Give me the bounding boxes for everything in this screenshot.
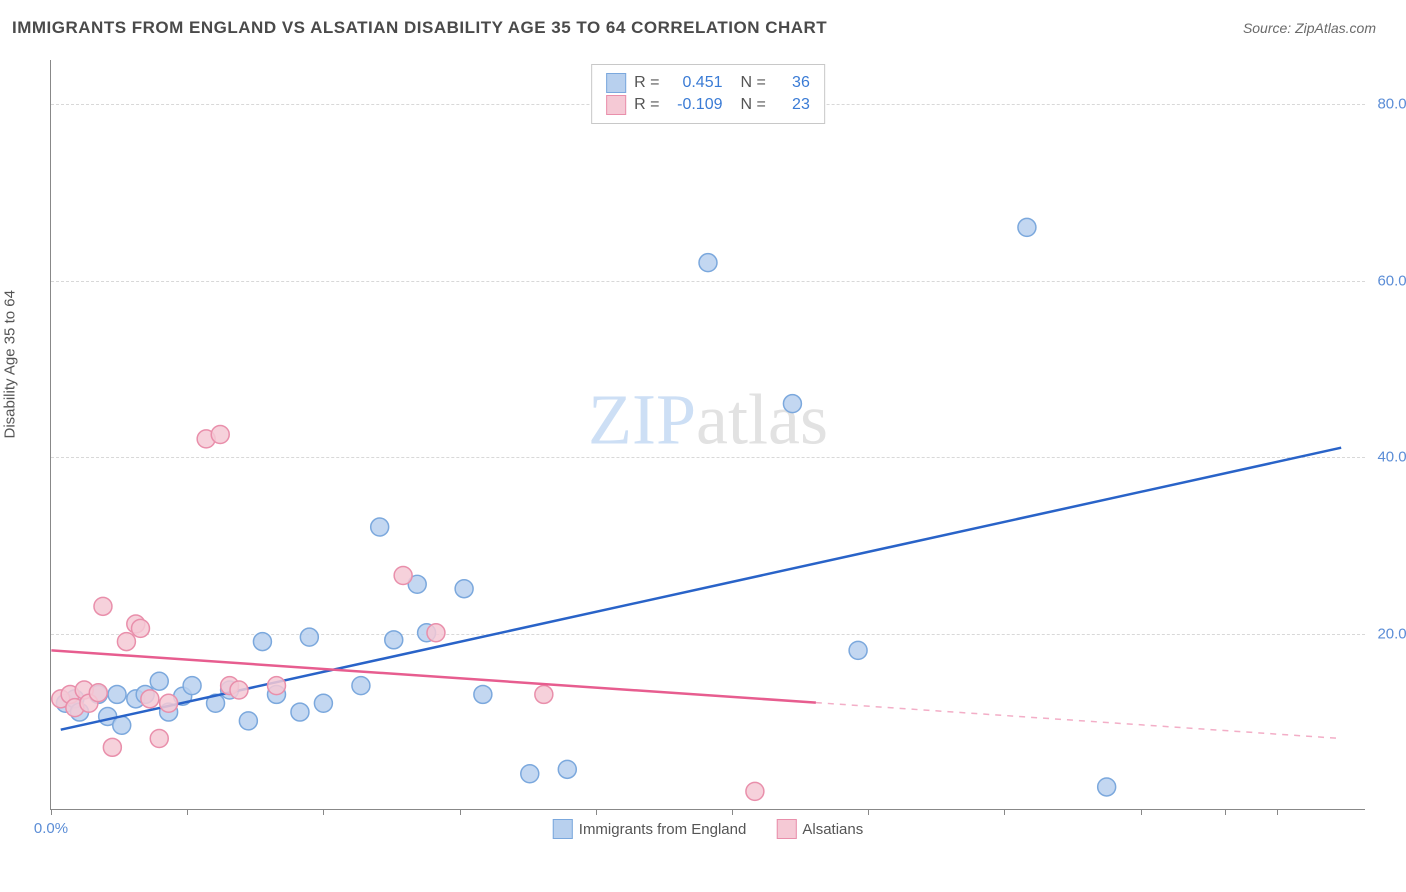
scatter-point — [150, 730, 168, 748]
trend-line — [61, 448, 1341, 730]
x-tick — [187, 809, 188, 815]
scatter-point — [221, 681, 239, 699]
y-tick-label: 80.0% — [1377, 96, 1406, 113]
scatter-point — [1018, 218, 1036, 236]
scatter-point — [94, 597, 112, 615]
scatter-point — [268, 685, 286, 703]
series-legend: Immigrants from England Alsatians — [553, 819, 863, 839]
scatter-point — [136, 685, 154, 703]
scatter-point — [160, 694, 178, 712]
plot-svg — [51, 60, 1365, 809]
scatter-point — [558, 760, 576, 778]
x-tick — [323, 809, 324, 815]
x-tick — [1004, 809, 1005, 815]
scatter-point — [253, 633, 271, 651]
legend-swatch-england — [606, 73, 626, 93]
trend-line-extrapolated — [816, 703, 1341, 739]
scatter-point — [113, 716, 131, 734]
x-tick-label: 0.0% — [34, 820, 68, 837]
scatter-point — [52, 690, 70, 708]
scatter-point — [66, 690, 84, 708]
scatter-point — [371, 518, 389, 536]
x-tick — [596, 809, 597, 815]
scatter-point — [75, 681, 93, 699]
gridline — [51, 281, 1365, 282]
scatter-point — [141, 690, 159, 708]
x-tick — [1225, 809, 1226, 815]
legend-label: Immigrants from England — [579, 821, 747, 838]
scatter-point — [132, 619, 150, 637]
scatter-point — [221, 677, 239, 695]
x-tick — [732, 809, 733, 815]
chart-title: IMMIGRANTS FROM ENGLAND VS ALSATIAN DISA… — [12, 18, 827, 38]
scatter-point — [746, 782, 764, 800]
scatter-point — [849, 641, 867, 659]
scatter-point — [408, 575, 426, 593]
scatter-point — [80, 694, 98, 712]
scatter-point — [352, 677, 370, 695]
source-attribution: Source: ZipAtlas.com — [1243, 20, 1376, 36]
scatter-point — [207, 694, 225, 712]
scatter-point — [56, 694, 74, 712]
scatter-point — [1098, 778, 1116, 796]
scatter-point — [99, 707, 117, 725]
scatter-point — [197, 430, 215, 448]
scatter-point — [300, 628, 318, 646]
scatter-point — [183, 677, 201, 695]
watermark: ZIPatlas — [588, 378, 828, 461]
legend-item-england: Immigrants from England — [553, 819, 747, 839]
scatter-point — [455, 580, 473, 598]
scatter-point — [291, 703, 309, 721]
scatter-point — [150, 672, 168, 690]
gridline — [51, 457, 1365, 458]
scatter-point — [239, 712, 257, 730]
x-tick — [460, 809, 461, 815]
legend-swatch-icon — [776, 819, 796, 839]
legend-swatch-alsatians — [606, 95, 626, 115]
scatter-point — [117, 633, 135, 651]
correlation-legend: R = 0.451 N = 36 R = -0.109 N = 23 — [591, 64, 825, 124]
scatter-point — [230, 681, 248, 699]
gridline — [51, 634, 1365, 635]
legend-row-england: R = 0.451 N = 36 — [606, 73, 810, 93]
y-tick-label: 20.0% — [1377, 625, 1406, 642]
scatter-point — [521, 765, 539, 783]
scatter-point — [71, 703, 89, 721]
scatter-point — [314, 694, 332, 712]
legend-label: Alsatians — [802, 821, 863, 838]
scatter-point — [211, 426, 229, 444]
scatter-point — [699, 254, 717, 272]
scatter-point — [160, 703, 178, 721]
legend-row-alsatians: R = -0.109 N = 23 — [606, 95, 810, 115]
scatter-point — [108, 685, 126, 703]
chart-plot-area: ZIPatlas R = 0.451 N = 36 R = -0.109 N =… — [50, 60, 1365, 810]
y-tick-label: 40.0% — [1377, 449, 1406, 466]
scatter-point — [174, 687, 192, 705]
x-tick — [1141, 809, 1142, 815]
x-tick — [51, 809, 52, 815]
y-tick-label: 60.0% — [1377, 272, 1406, 289]
scatter-point — [783, 395, 801, 413]
scatter-point — [268, 677, 286, 695]
scatter-point — [66, 699, 84, 717]
scatter-point — [103, 738, 121, 756]
scatter-point — [474, 685, 492, 703]
x-tick — [1277, 809, 1278, 815]
trend-line — [51, 650, 815, 702]
scatter-point — [535, 685, 553, 703]
scatter-point — [89, 684, 107, 702]
scatter-point — [127, 690, 145, 708]
legend-swatch-icon — [553, 819, 573, 839]
scatter-point — [89, 685, 107, 703]
scatter-point — [127, 615, 145, 633]
x-tick — [868, 809, 869, 815]
scatter-point — [61, 685, 79, 703]
legend-item-alsatians: Alsatians — [776, 819, 863, 839]
scatter-point — [394, 567, 412, 585]
y-axis-label: Disability Age 35 to 64 — [2, 290, 19, 438]
